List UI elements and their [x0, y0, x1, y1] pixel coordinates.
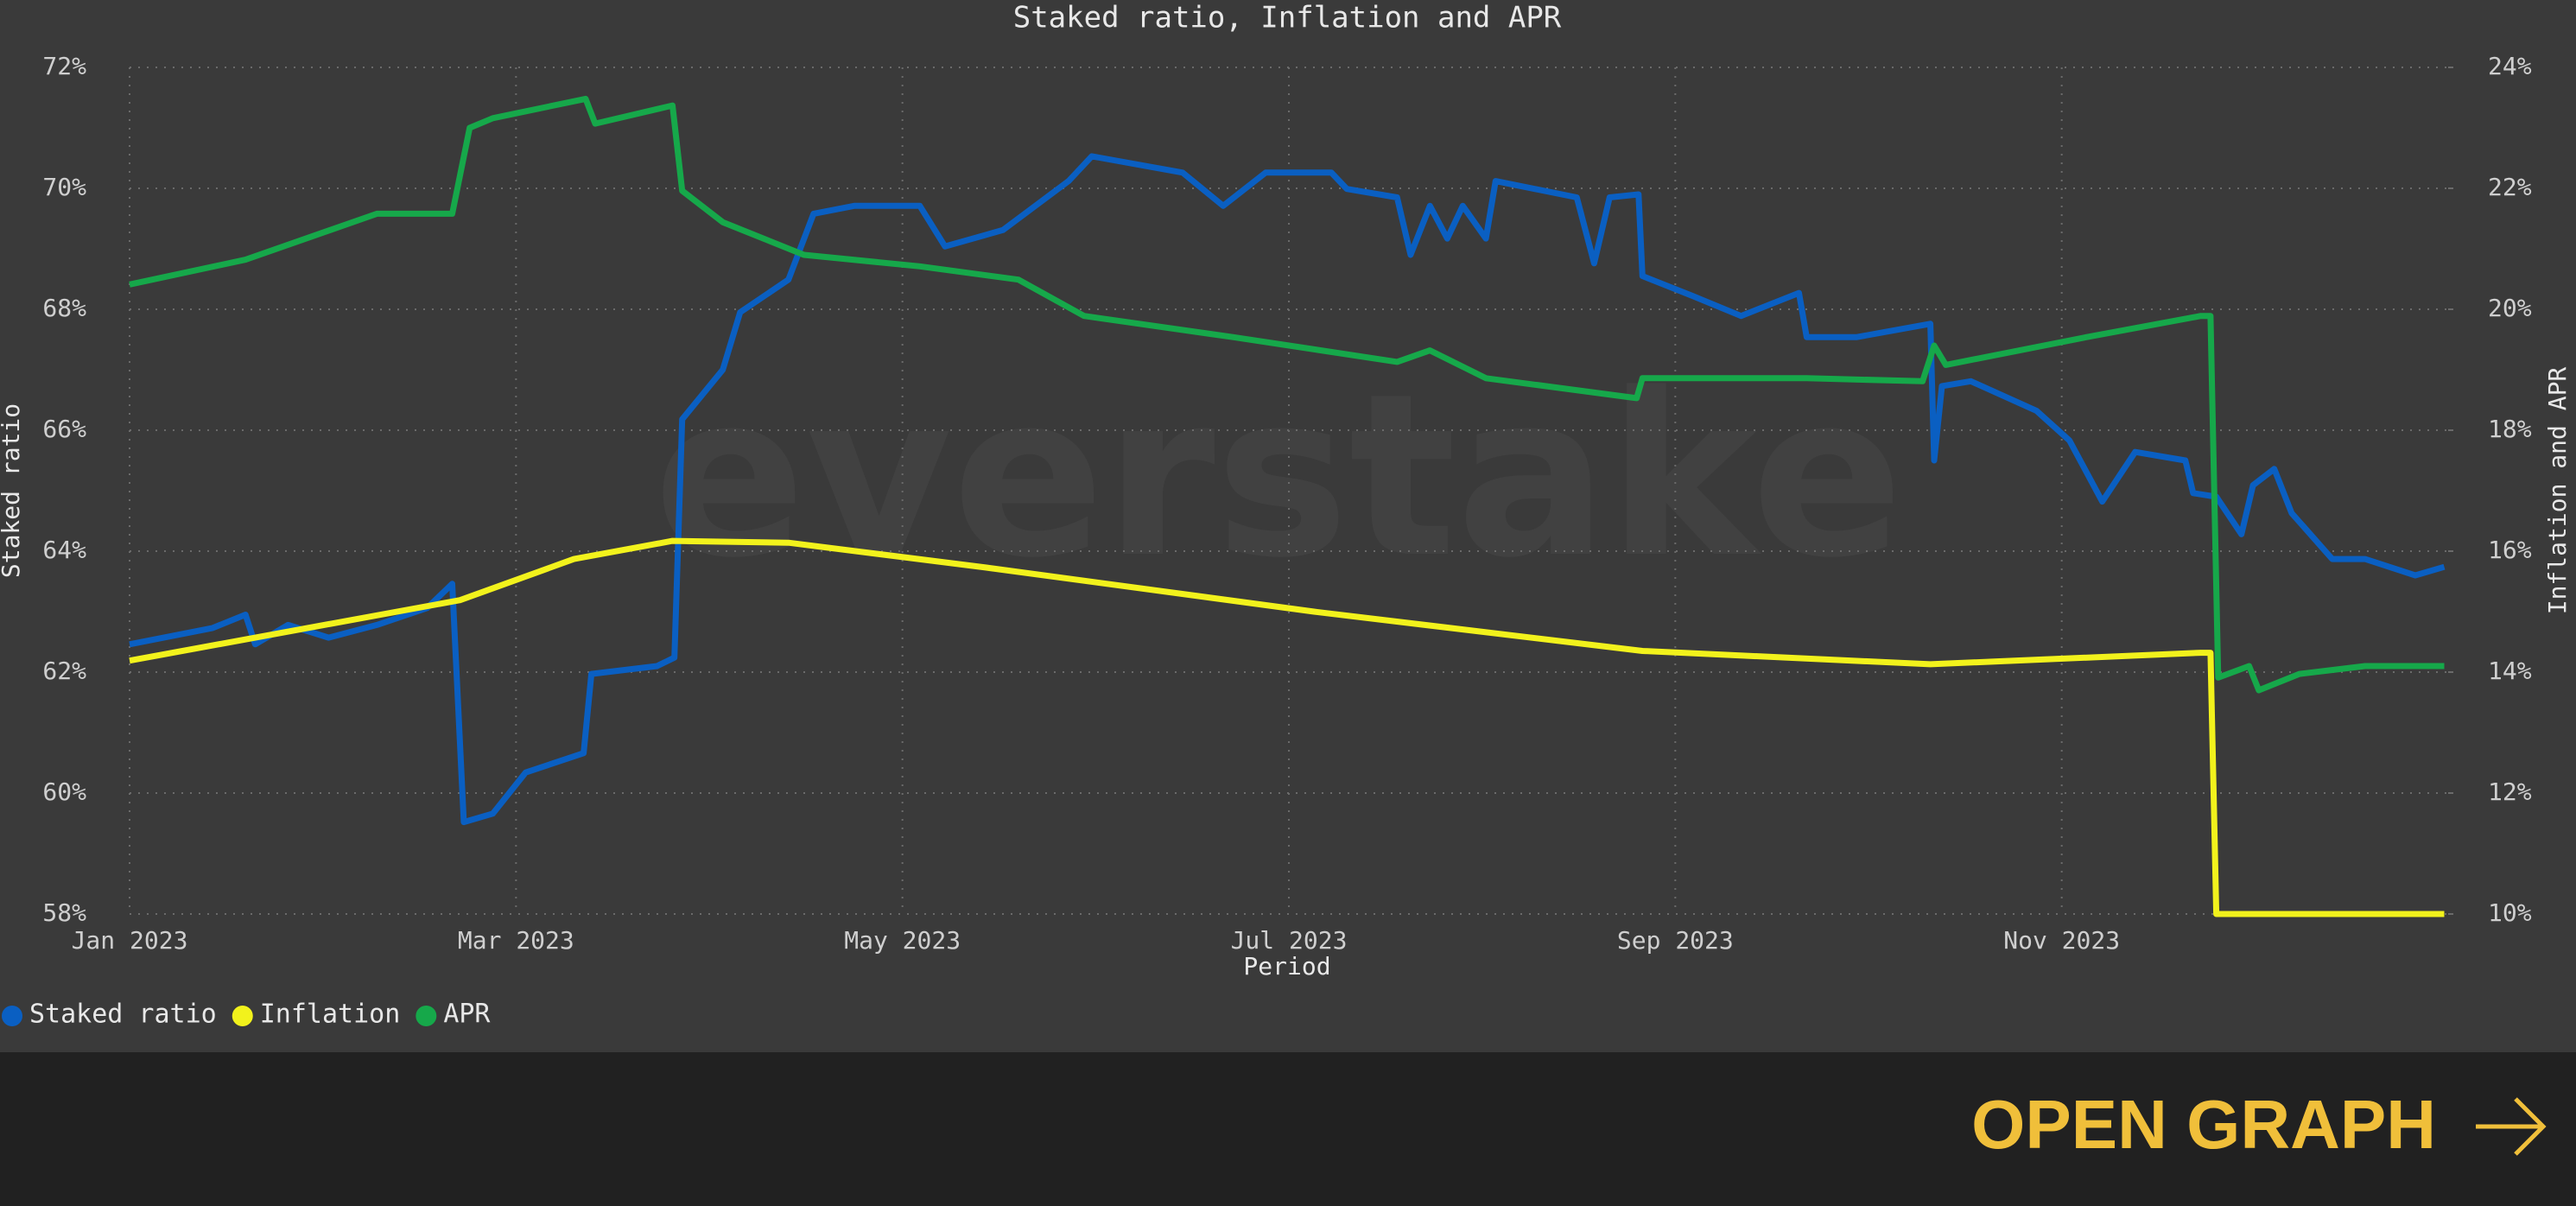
arrow-icon[interactable] — [2476, 1097, 2547, 1156]
open-graph-text[interactable]: OPEN GRAPH — [1971, 1086, 2436, 1163]
footer-background — [0, 1052, 2576, 1206]
x-tick-label: May 2023 — [844, 926, 961, 955]
y-tick-label: 58% — [42, 898, 86, 927]
x-tick-label: Jan 2023 — [72, 926, 188, 955]
x-axis-label: Period — [1243, 952, 1330, 981]
y-tick-label: 62% — [42, 657, 86, 685]
y2-tick-label: 12% — [2488, 778, 2532, 806]
y2-axis-label: Inflation and APR — [2543, 367, 2572, 615]
series-line — [129, 537, 2445, 917]
x-tick-label: Sep 2023 — [1617, 926, 1734, 955]
legend-marker — [2, 1006, 22, 1026]
legend-marker — [232, 1006, 253, 1026]
chart-title: Staked ratio, Inflation and APR — [1013, 1, 1562, 35]
legend-label: Staked ratio — [29, 1000, 217, 1030]
plot: everstake 58% 60% 62% 64% 66% 68% 70% 72% 10% 12% 1… — [42, 52, 2531, 955]
y-axis-label: Staked ratio — [0, 403, 25, 578]
x-tick-label: Mar 2023 — [458, 926, 574, 955]
watermark: everstake — [653, 346, 1903, 607]
y-tick-label: 68% — [42, 294, 86, 322]
legend-label: APR — [443, 1000, 491, 1030]
y-tick-label: 64% — [42, 536, 86, 564]
series-line — [129, 95, 2445, 694]
y2-tick-label: 10% — [2488, 898, 2532, 927]
y2-tick-label: 14% — [2488, 657, 2532, 685]
y-tick-label: 60% — [42, 778, 86, 806]
legend-label: Inflation — [260, 1000, 401, 1030]
series-line — [129, 153, 2446, 826]
y2-tick-label: 24% — [2488, 52, 2532, 80]
legend-marker — [416, 1006, 437, 1026]
y-tick-label: 66% — [42, 415, 86, 443]
y-tick-label: 72% — [42, 52, 86, 80]
y2-tick-label: 22% — [2488, 173, 2532, 201]
legend: Staked ratio Inflation APR — [2, 1000, 491, 1030]
y-tick-label: 70% — [42, 173, 86, 201]
y2-tick-label: 16% — [2488, 536, 2532, 564]
open-graph-button[interactable]: OPEN GRAPH — [1971, 1086, 2547, 1163]
y2-tick-label: 20% — [2488, 294, 2532, 322]
x-tick-label: Jul 2023 — [1231, 926, 1348, 955]
y2-tick-label: 18% — [2488, 415, 2532, 443]
x-tick-label: Nov 2023 — [2003, 926, 2120, 955]
